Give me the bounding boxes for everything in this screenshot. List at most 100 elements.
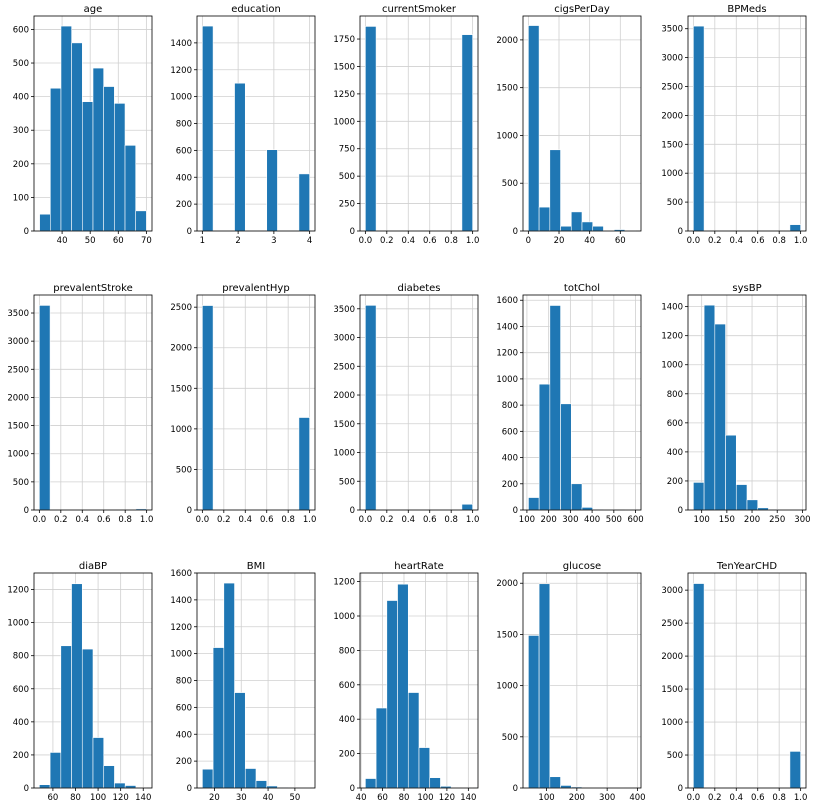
x-tick-label: 100: [538, 793, 554, 803]
x-tick-label: 300: [599, 793, 615, 803]
histogram-bar: [135, 210, 147, 232]
histogram-bar: [202, 305, 214, 511]
y-tick-label: 1500: [170, 384, 192, 394]
x-tick-label: 80: [399, 793, 410, 803]
histogram-bar: [71, 42, 83, 232]
y-tick-label: 1400: [170, 596, 192, 606]
y-tick-label: 500: [13, 59, 29, 69]
y-tick-label: 2000: [496, 36, 518, 46]
x-tick-label: 500: [606, 515, 622, 525]
histogram-panel-prevalentStroke: prevalentStroke 0.0 0.2 0.4 0.6 0.8 1.0 0 500 100…: [7, 283, 153, 525]
histogram-bar: [418, 747, 431, 789]
y-tick-label: 1400: [496, 322, 518, 332]
x-tick-label: 0.0: [359, 515, 373, 525]
y-tick-label: 1250: [333, 90, 355, 100]
y-tick-label: 200: [13, 751, 29, 761]
y-tick-label: 1200: [333, 578, 355, 588]
y-tick-label: 800: [502, 401, 518, 411]
y-tick-label: 1000: [7, 619, 29, 629]
y-tick-label: 1000: [170, 650, 192, 660]
histogram-bar: [103, 86, 115, 232]
y-tick-label: 1500: [7, 422, 29, 432]
y-tick-label: 1000: [170, 425, 192, 435]
y-tick-label: 600: [339, 681, 355, 691]
y-tick-label: 1000: [496, 375, 518, 385]
y-tick-label: 600: [176, 703, 192, 713]
histogram-bar: [39, 784, 51, 789]
y-tick-label: 500: [667, 198, 683, 208]
histogram-bar: [234, 692, 246, 789]
histogram-bar: [298, 173, 310, 232]
histogram-bar: [693, 482, 705, 511]
y-tick-label: 2000: [496, 579, 518, 589]
x-tick-label: 0.6: [751, 236, 765, 246]
histogram-panel-education: education 1 2 3 4 0 200 400 600 800 1000 1200 1400: [170, 4, 316, 246]
panel-title: BMI: [247, 561, 265, 572]
y-tick-label: 1200: [496, 349, 518, 359]
histogram-bar: [39, 213, 51, 232]
x-tick-label: 250: [769, 515, 785, 525]
histogram-bar: [407, 692, 420, 789]
y-tick-label: 1200: [661, 332, 683, 342]
y-tick-label: 2000: [7, 393, 29, 403]
panel-title: totChol: [564, 283, 600, 294]
y-tick-label: 0: [24, 227, 29, 237]
histogram-bar: [386, 600, 398, 789]
histogram-bar: [528, 25, 540, 232]
histogram-bar: [789, 751, 801, 789]
x-tick-label: 0.2: [708, 236, 722, 246]
histogram-bar: [60, 25, 72, 232]
histogram-bar: [735, 484, 748, 511]
y-tick-label: 3500: [661, 25, 683, 35]
panel-title: glucose: [563, 561, 601, 572]
x-tick-label: 30: [236, 793, 247, 803]
x-tick-label: 600: [627, 515, 643, 525]
y-tick-label: 2000: [661, 111, 683, 121]
y-tick-label: 2500: [170, 303, 192, 313]
y-tick-label: 200: [667, 477, 683, 487]
x-tick-label: 0.4: [402, 515, 416, 525]
x-tick-label: 40: [356, 793, 367, 803]
axes-frame: [359, 294, 479, 511]
histogram-panel-prevalentHyp: prevalentHyp 0.0 0.2 0.4 0.6 0.8 1.0 0 500 1000 15…: [170, 283, 316, 525]
axes-frame: [196, 294, 316, 511]
y-tick-label: 0: [513, 227, 518, 237]
histogram-panel-diaBP: diaBP 60 80 100 120 140 0 200 400 600 800 1000 1200: [7, 561, 153, 803]
histogram-bar: [244, 768, 257, 789]
y-tick-label: 1000: [496, 131, 518, 141]
axes-frame: [522, 572, 642, 789]
histogram-bar: [703, 304, 716, 511]
x-tick-label: 1.0: [794, 236, 808, 246]
panel-title: cigsPerDay: [554, 4, 610, 15]
histogram-bar: [82, 101, 94, 232]
x-tick-label: 140: [135, 793, 151, 803]
y-tick-label: 800: [13, 652, 29, 662]
x-tick-label: 1.0: [466, 236, 480, 246]
y-tick-label: 800: [176, 677, 192, 687]
y-tick-label: 400: [176, 173, 192, 183]
x-tick-label: 0.6: [423, 236, 437, 246]
histogram-bar: [114, 103, 126, 232]
histogram-bar: [693, 583, 705, 789]
y-tick-label: 400: [502, 454, 518, 464]
x-tick-label: 1: [200, 236, 205, 246]
y-tick-label: 3000: [661, 54, 683, 64]
histogram-bar: [92, 67, 104, 232]
axes-frame: [359, 572, 479, 789]
x-tick-label: 0.6: [97, 515, 111, 525]
x-tick-label: 100: [90, 793, 106, 803]
panel-title: diaBP: [79, 561, 107, 572]
y-tick-label: 0: [187, 784, 192, 794]
histogram-panel-TenYearCHD: TenYearCHD 0.0 0.2 0.4 0.6 0.8 1.0 0 500 1000 1500…: [661, 561, 807, 803]
y-tick-label: 1200: [7, 586, 29, 596]
y-tick-label: 0: [350, 506, 355, 516]
y-tick-label: 600: [176, 146, 192, 156]
x-tick-label: 60: [377, 793, 388, 803]
y-tick-label: 250: [339, 200, 355, 210]
x-tick-label: 0.0: [359, 236, 373, 246]
y-tick-label: 1200: [170, 66, 192, 76]
histogram-panel-glucose: glucose 100 200 300 400 0 500 1000 1500 2000: [496, 561, 645, 803]
panel-title: prevalentStroke: [53, 283, 133, 294]
y-tick-label: 0: [187, 227, 192, 237]
y-tick-label: 1000: [333, 449, 355, 459]
